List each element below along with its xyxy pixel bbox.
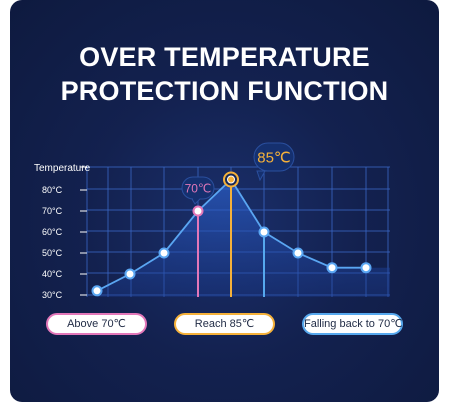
data-point-3 <box>192 205 204 217</box>
title-line-1: OVER TEMPERATURE <box>79 42 370 72</box>
y-axis-label: Temperature <box>34 163 91 174</box>
y-tick-label-2: 50°C <box>42 248 63 258</box>
product-card: OVER TEMPERATURE PROTECTION FUNCTION Tem… <box>10 0 439 402</box>
y-tick-label-5: 80°C <box>42 185 63 195</box>
data-point-7 <box>326 262 338 274</box>
y-tick-label-4: 70°C <box>42 206 63 216</box>
above-70-label: Above 70℃ <box>46 313 147 335</box>
y-tick-label-0: 30°C <box>42 290 63 300</box>
annotation-85c-bubble <box>253 142 295 182</box>
data-point-5 <box>258 226 270 238</box>
temperature-chart: Temperature 30°C 40°C 50°C 60°C 70°C 80°C 70℃ 85… <box>34 142 390 300</box>
data-point-6 <box>292 247 304 259</box>
above-70-label-text: Above 70℃ <box>67 318 126 330</box>
data-point-8 <box>360 262 372 274</box>
annotation-70c-text: 70℃ <box>185 181 212 195</box>
data-point-0 <box>91 285 103 297</box>
annotation-85c-text: 85℃ <box>257 149 291 166</box>
data-point-1 <box>124 268 136 280</box>
annotation-70c-bubble <box>181 176 215 205</box>
data-point-4 <box>227 175 235 184</box>
area-fill <box>97 179 390 297</box>
data-point-2 <box>158 247 170 259</box>
reach-85-label-text: Reach 85℃ <box>194 318 255 330</box>
y-tick-label-3: 60°C <box>42 227 63 237</box>
title-line-2: PROTECTION FUNCTION <box>60 76 389 106</box>
falling-back-label-text: Falling back to 70℃ <box>304 318 403 330</box>
page-title: OVER TEMPERATURE PROTECTION FUNCTION <box>10 40 439 108</box>
y-tick-label-1: 40°C <box>42 269 63 279</box>
falling-back-label: Falling back to 70℃ <box>302 313 403 335</box>
reach-85-label: Reach 85℃ <box>174 313 275 335</box>
